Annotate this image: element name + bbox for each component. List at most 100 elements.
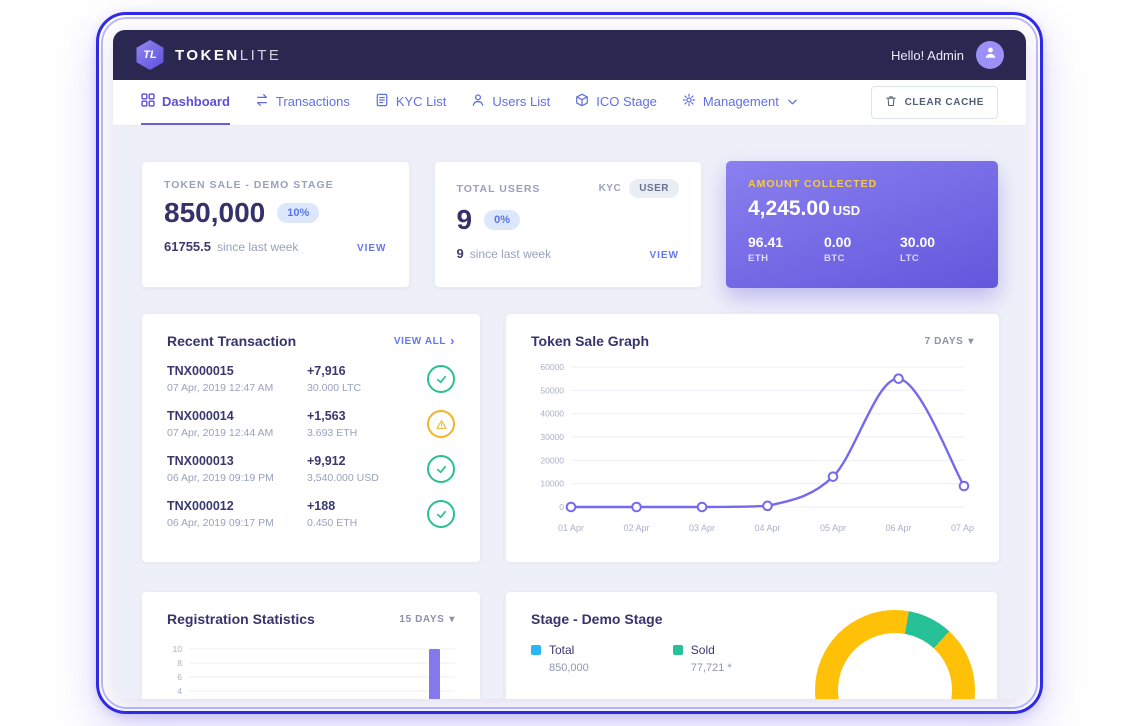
- kyc-toggle-option[interactable]: KYC: [598, 183, 622, 194]
- clear-cache-label: CLEAR CACHE: [904, 97, 984, 108]
- token-sale-card: TOKEN SALE - DEMO STAGE 850,000 10% 6175…: [141, 161, 410, 288]
- total-users-card: TOTAL USERS KYC USER 9 0% 9 since last w…: [433, 161, 702, 288]
- chevron-right-icon: ›: [450, 333, 455, 348]
- brand-name: TOKENLITE: [175, 46, 282, 64]
- svg-text:05 Apr: 05 Apr: [820, 523, 846, 533]
- nav-label: Management: [702, 94, 779, 109]
- svg-text:50000: 50000: [540, 385, 564, 395]
- total-users-badge: 0%: [484, 210, 520, 230]
- svg-text:60000: 60000: [540, 362, 564, 372]
- token-sale-value: 850,000: [164, 197, 266, 228]
- kyc-user-toggle: KYC USER: [599, 179, 679, 198]
- nav-label: KYC List: [395, 94, 447, 109]
- transaction-date: 07 Apr, 2019 12:47 AM: [167, 382, 274, 394]
- app-header: TL TOKENLITE Hello! Admin: [113, 30, 1026, 80]
- svg-text:4: 4: [177, 686, 182, 696]
- token-sale-caption: since last week: [217, 240, 299, 254]
- nav-label: Transactions: [275, 94, 350, 109]
- transaction-row: TNX000012 06 Apr, 2019 09:17 PM +188 0.4…: [167, 499, 455, 529]
- transaction-date: 06 Apr, 2019 09:17 PM: [167, 517, 274, 529]
- transaction-status-icon: [427, 365, 455, 393]
- dashboard-content: TOKEN SALE - DEMO STAGE 850,000 10% 6175…: [113, 126, 1026, 699]
- token-sale-badge: 10%: [277, 203, 320, 223]
- transaction-status-icon: [427, 455, 455, 483]
- clear-cache-button[interactable]: CLEAR CACHE: [870, 86, 998, 119]
- nav-item-ico-stage[interactable]: ICO Stage: [575, 80, 657, 125]
- transaction-status-icon: [427, 410, 455, 438]
- legend-item-sold: Sold 77,721 *: [672, 643, 732, 674]
- user-avatar[interactable]: [976, 41, 1004, 69]
- chevron-down-icon: ▾: [968, 335, 974, 347]
- transaction-detail: 30.000 LTC: [307, 382, 362, 394]
- svg-text:20000: 20000: [540, 455, 564, 465]
- cube-icon: [575, 93, 589, 110]
- brand-logo[interactable]: TL TOKENLITE: [135, 40, 281, 70]
- nav-item-users-list[interactable]: Users List: [471, 80, 550, 125]
- amount-currency: USD: [832, 203, 861, 218]
- svg-text:40000: 40000: [540, 409, 564, 419]
- clipboard-list-icon: [375, 93, 389, 110]
- check-icon: [436, 465, 446, 473]
- total-users-view-link[interactable]: VIEW: [649, 250, 679, 261]
- user-toggle-option[interactable]: USER: [629, 179, 679, 198]
- svg-text:30000: 30000: [540, 432, 564, 442]
- stage-card: Stage - Demo Stage Total 850,000: [505, 591, 998, 699]
- transaction-amount: +1,563: [307, 409, 346, 423]
- gear-icon: [682, 93, 696, 110]
- transaction-id: TNX000015: [167, 364, 234, 378]
- transaction-id: TNX000013: [167, 454, 234, 468]
- svg-text:0: 0: [559, 502, 564, 512]
- amount-eth: 96.41 ETH: [748, 234, 784, 264]
- registration-statistics-title: Registration Statistics: [167, 611, 315, 627]
- token-sale-view-link[interactable]: VIEW: [356, 243, 387, 254]
- transaction-id: TNX000012: [167, 499, 234, 513]
- token-sale-graph-card: Token Sale Graph 7 DAYS ▾ 0 10000 20000 300…: [505, 313, 1000, 563]
- transaction-amount: +188: [307, 499, 336, 513]
- token-sale-graph-title: Token Sale Graph: [531, 333, 649, 349]
- transaction-amount: +9,912: [307, 454, 346, 468]
- person-icon: [983, 45, 998, 65]
- total-users-value: 9: [456, 204, 473, 235]
- transaction-row: TNX000013 06 Apr, 2019 09:19 PM +9,912 3…: [167, 454, 455, 484]
- nav-label: ICO Stage: [596, 94, 657, 109]
- transaction-date: 07 Apr, 2019 12:44 AM: [167, 427, 274, 439]
- chevron-down-icon: ▾: [449, 613, 455, 625]
- amount-collected-value: 4,245.00 USD: [748, 197, 861, 220]
- transaction-id: TNX000014: [167, 409, 234, 423]
- nav-item-dashboard[interactable]: Dashboard: [141, 80, 230, 125]
- svg-text:07 Apr: 07 Apr: [951, 523, 974, 533]
- stage-title: Stage - Demo Stage: [531, 611, 663, 627]
- svg-text:10000: 10000: [540, 479, 564, 489]
- svg-text:01 Apr: 01 Apr: [558, 523, 584, 533]
- transaction-row: TNX000015 07 Apr, 2019 12:47 AM +7,916 3…: [167, 364, 455, 394]
- graph-range-dropdown[interactable]: 7 DAYS ▾: [924, 335, 974, 347]
- amount-collected-label: AMOUNT COLLECTED: [748, 178, 878, 190]
- warning-triangle-icon: [435, 419, 447, 429]
- registration-range-dropdown[interactable]: 15 DAYS ▾: [399, 613, 455, 625]
- trash-icon: [885, 95, 897, 110]
- chevron-down-icon: [788, 99, 797, 105]
- transaction-amount: +7,916: [307, 364, 346, 378]
- token-sale-delta: 61755.5: [164, 239, 211, 254]
- transaction-detail: 0.450 ETH: [307, 517, 358, 529]
- check-icon: [436, 510, 446, 518]
- nav-item-management[interactable]: Management: [682, 80, 797, 125]
- greeting-text: Hello! Admin: [891, 47, 964, 63]
- transaction-status-icon: [427, 500, 455, 528]
- swap-arrows-icon: [255, 93, 269, 110]
- device-frame: TL TOKENLITE Hello! Admin Dashboard Tra: [96, 12, 1043, 714]
- transaction-row: TNX000014 07 Apr, 2019 12:44 AM +1,563 3…: [167, 409, 455, 439]
- registration-chart: 1086420: [167, 641, 455, 699]
- registration-statistics-card: Registration Statistics 15 DAYS ▾ 108642…: [141, 591, 481, 699]
- brand-logo-icon: TL: [136, 40, 164, 70]
- nav-item-kyc-list[interactable]: KYC List: [375, 80, 447, 125]
- view-all-link[interactable]: VIEW ALL ›: [393, 333, 455, 348]
- transaction-detail: 3,540.000 USD: [307, 472, 379, 484]
- dashboard-grid-icon: [141, 93, 155, 110]
- recent-transactions-title: Recent Transaction: [167, 333, 297, 349]
- total-users-delta: 9: [456, 246, 464, 261]
- amount-collected-card: AMOUNT COLLECTED 4,245.00 USD 96.41 ETH 0…: [726, 161, 998, 288]
- transaction-detail: 3.693 ETH: [307, 427, 358, 439]
- nav-item-transactions[interactable]: Transactions: [255, 80, 350, 125]
- svg-text:04 Apr: 04 Apr: [754, 523, 780, 533]
